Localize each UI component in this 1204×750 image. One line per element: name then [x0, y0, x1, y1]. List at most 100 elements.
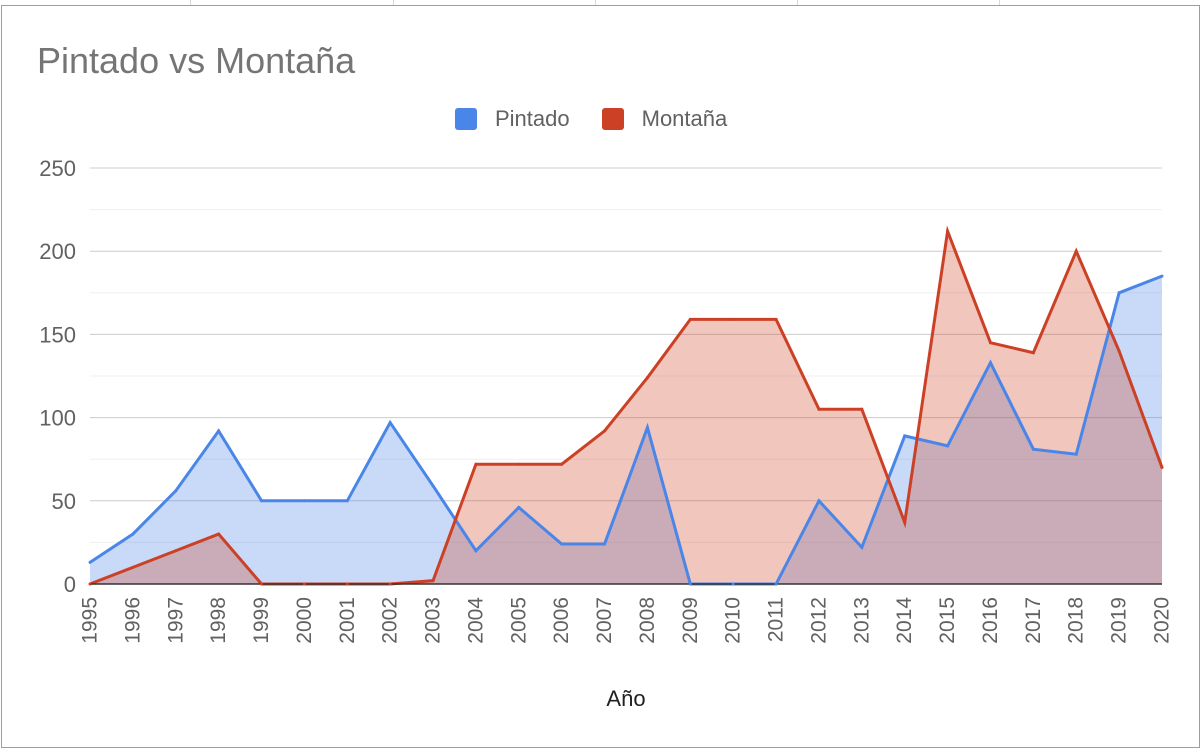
- x-tick-label: 2012: [807, 597, 830, 644]
- legend-label-pintado: Pintado: [495, 106, 570, 131]
- chart-title: Pintado vs Montaña: [37, 40, 356, 81]
- x-tick-label: 2016: [979, 597, 1002, 644]
- point-pintado: [560, 542, 564, 546]
- point-montana: [302, 582, 306, 586]
- legend-swatch-pintado: [455, 108, 477, 130]
- x-tick-label: 2008: [636, 597, 659, 644]
- point-pintado: [217, 429, 221, 433]
- x-tick-label: 1997: [164, 597, 187, 644]
- x-tick-label: 2013: [850, 597, 873, 644]
- point-pintado: [388, 421, 392, 425]
- point-montana: [1117, 349, 1121, 353]
- column-separator: [190, 0, 191, 6]
- point-montana: [1074, 249, 1078, 253]
- point-montana: [517, 462, 521, 466]
- x-tick-label: 2017: [1022, 597, 1045, 644]
- point-montana: [645, 376, 649, 380]
- x-tick-label: 2020: [1151, 597, 1174, 644]
- series-areas: [90, 231, 1162, 585]
- point-pintado: [903, 434, 907, 438]
- column-separator: [999, 0, 1000, 6]
- area-pintado: [90, 276, 1162, 584]
- legend-swatch-montana: [601, 108, 624, 130]
- x-tick-label: 2015: [936, 597, 959, 644]
- point-montana: [1160, 466, 1164, 470]
- point-montana: [560, 462, 564, 466]
- y-tick-label: 50: [52, 489, 76, 514]
- legend-label-montana: Montaña: [641, 106, 728, 131]
- point-montana: [388, 582, 392, 586]
- point-montana: [131, 565, 135, 569]
- column-separator: [595, 0, 596, 6]
- x-tick-label: 2002: [379, 597, 402, 644]
- x-axis-label: Año: [606, 686, 645, 711]
- y-tick-label: 150: [39, 322, 76, 347]
- x-tick-label: 2009: [679, 597, 702, 644]
- point-montana: [731, 317, 735, 321]
- point-pintado: [645, 426, 649, 430]
- point-pintado: [260, 499, 264, 503]
- point-montana: [688, 317, 692, 321]
- point-pintado: [174, 489, 178, 493]
- point-montana: [260, 582, 264, 586]
- x-tick-label: 2007: [593, 597, 616, 644]
- chart-legend: Pintado Montaña: [455, 105, 759, 133]
- point-montana: [903, 520, 907, 524]
- point-montana: [774, 317, 778, 321]
- point-montana: [817, 407, 821, 411]
- point-pintado: [431, 484, 435, 488]
- point-pintado: [131, 532, 135, 536]
- y-axis-ticks: 0 50 100 150 200 250: [39, 156, 76, 597]
- point-montana: [946, 229, 950, 233]
- x-tick-label: 2000: [293, 597, 316, 644]
- x-tick-label: 2018: [1065, 597, 1088, 644]
- x-tick-label: 2003: [422, 597, 445, 644]
- x-tick-label: 2004: [464, 597, 487, 644]
- point-montana: [345, 582, 349, 586]
- point-pintado: [88, 560, 92, 564]
- point-pintado: [731, 582, 735, 586]
- x-tick-label: 2019: [1108, 597, 1131, 644]
- point-pintado: [1117, 291, 1121, 295]
- x-tick-label: 2006: [550, 597, 573, 644]
- point-montana: [860, 407, 864, 411]
- point-pintado: [474, 549, 478, 553]
- x-axis-ticks: 1995 1996 1997 1998 1999 2000 2001 2002 2003 2004…: [79, 597, 1174, 644]
- point-montana: [217, 532, 221, 536]
- x-tick-label: 1999: [250, 597, 273, 644]
- point-pintado: [1074, 452, 1078, 456]
- point-pintado: [988, 361, 992, 365]
- y-tick-label: 100: [39, 406, 76, 431]
- column-separator: [797, 0, 798, 6]
- top-strip: [0, 0, 1204, 6]
- point-pintado: [688, 582, 692, 586]
- point-pintado: [946, 444, 950, 448]
- legend-item-montana[interactable]: Montaña: [601, 106, 728, 132]
- x-tick-label: 2010: [722, 597, 745, 644]
- point-montana: [474, 462, 478, 466]
- y-tick-label: 250: [39, 156, 76, 181]
- point-pintado: [860, 545, 864, 549]
- point-montana: [88, 582, 92, 586]
- point-pintado: [603, 542, 607, 546]
- point-montana: [988, 341, 992, 345]
- x-tick-label: 2014: [893, 597, 916, 644]
- point-pintado: [1160, 274, 1164, 278]
- y-tick-label: 0: [64, 572, 76, 597]
- point-pintado: [774, 582, 778, 586]
- series-points: [88, 229, 1164, 586]
- x-tick-label: 1996: [121, 597, 144, 644]
- x-tick-label: 1998: [207, 597, 230, 644]
- point-pintado: [302, 499, 306, 503]
- x-tick-label: 2005: [507, 597, 530, 644]
- point-pintado: [1031, 447, 1035, 451]
- x-tick-label: 1995: [79, 597, 102, 644]
- point-montana: [174, 549, 178, 553]
- x-tick-label: 2001: [336, 597, 359, 644]
- point-montana: [1031, 351, 1035, 355]
- point-montana: [431, 579, 435, 583]
- line-pintado: [89, 274, 1163, 586]
- legend-item-pintado[interactable]: Pintado: [455, 106, 570, 132]
- x-tick-label: 2011: [765, 597, 788, 642]
